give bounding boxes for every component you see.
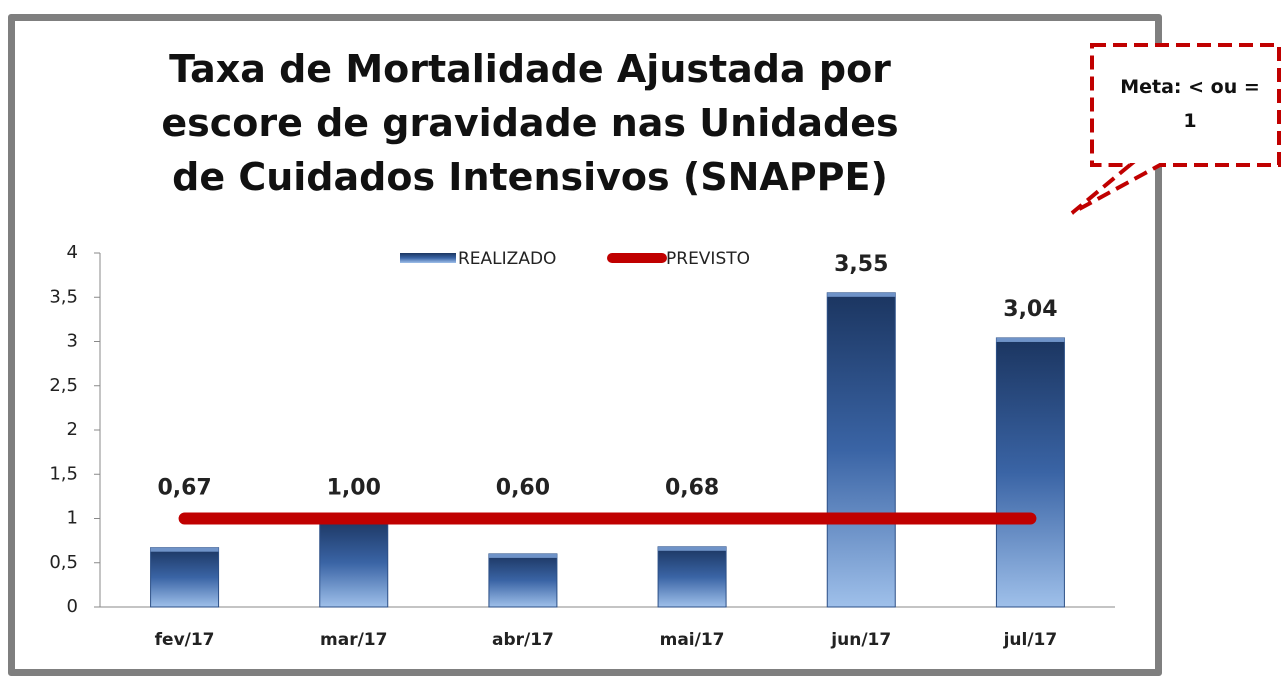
bar (488, 553, 558, 608)
data-label: 0,67 (157, 476, 211, 501)
data-label: 3,55 (834, 252, 888, 277)
legend-label: REALIZADO (458, 249, 556, 269)
bar (826, 292, 896, 608)
x-tick-label: mai/17 (660, 630, 725, 650)
y-tick-label: 2 (67, 419, 78, 440)
y-tick-label: 0,5 (49, 552, 78, 573)
data-label: 1,00 (327, 476, 381, 501)
bar-cap (658, 546, 727, 551)
y-tick-label: 3 (67, 331, 78, 352)
legend-swatch (400, 253, 456, 263)
legend-label: PREVISTO (666, 249, 750, 269)
y-tick-label: 1,5 (49, 463, 78, 484)
x-tick-label: fev/17 (155, 630, 215, 650)
bar (319, 518, 389, 608)
data-label: 3,04 (1003, 297, 1057, 322)
chart-title: Taxa de Mortalidade Ajustada por escore … (161, 47, 899, 199)
bar-cap (488, 553, 557, 558)
y-tick-label: 0 (67, 596, 78, 617)
bar (657, 546, 727, 608)
data-label: 0,60 (496, 476, 550, 501)
data-label: 0,68 (665, 476, 719, 501)
x-tick-label: jun/17 (830, 630, 891, 650)
annotation: Meta: < ou = 1 (1120, 76, 1260, 132)
x-tick-label: abr/17 (492, 630, 554, 650)
y-tick-label: 3,5 (49, 286, 78, 307)
bar-cap (827, 292, 896, 297)
bar (150, 547, 220, 608)
callout (1070, 43, 1281, 215)
y-tick-label: 2,5 (49, 375, 78, 396)
x-tick-label: mar/17 (320, 630, 387, 650)
y-tick-label: 1 (67, 508, 78, 529)
x-tick-label: jul/17 (1003, 630, 1058, 650)
y-tick-label: 4 (67, 242, 78, 263)
bar-cap (150, 547, 219, 552)
bar-cap (996, 337, 1065, 342)
bar (995, 337, 1065, 608)
